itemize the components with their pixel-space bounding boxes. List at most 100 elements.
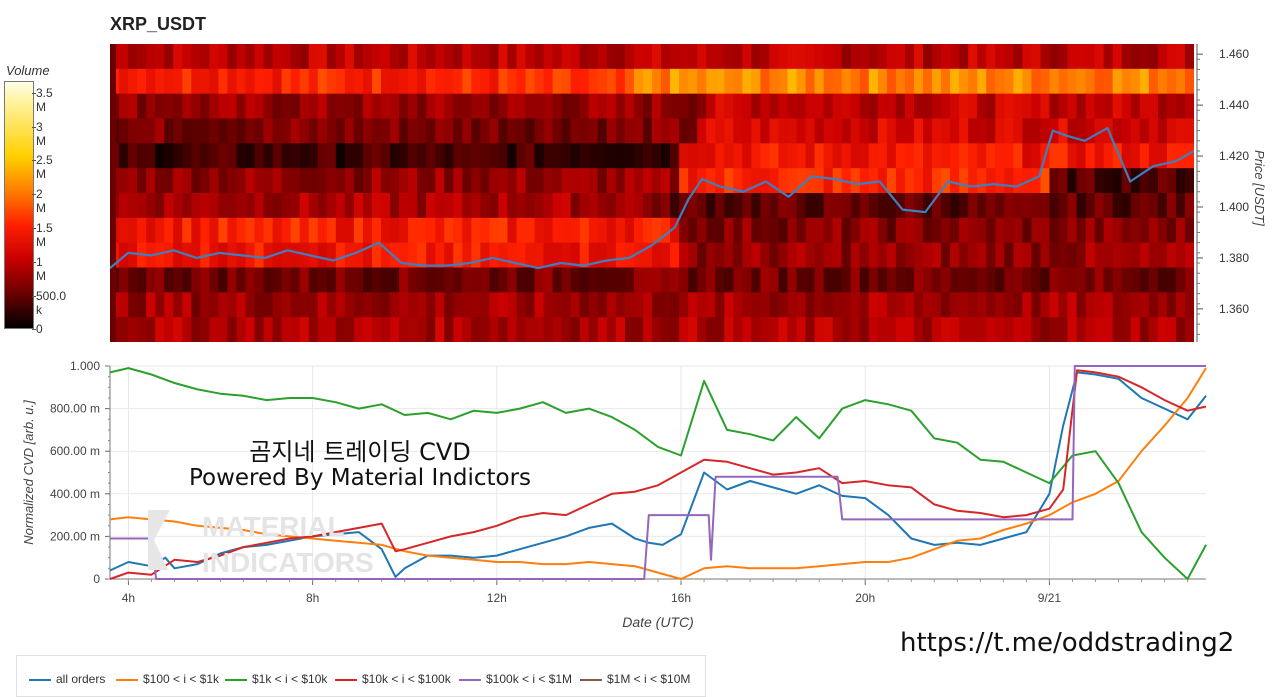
heatmap-cell xyxy=(344,317,355,342)
heatmap-cell xyxy=(688,292,698,318)
heatmap-cell xyxy=(1085,68,1096,95)
heatmap-cell xyxy=(1112,68,1123,95)
heatmap-cell xyxy=(895,93,906,119)
heatmap-cell xyxy=(597,168,608,194)
heatmap-cell xyxy=(1121,168,1132,194)
heatmap-cell xyxy=(1049,143,1060,169)
heatmap-cell xyxy=(299,68,310,95)
heatmap-cell xyxy=(841,317,852,342)
heatmap-cell xyxy=(507,44,518,70)
heatmap-cell xyxy=(507,317,518,342)
legend-item-10k-100k[interactable]: $10k < i < $100k xyxy=(335,672,451,686)
heatmap-cell xyxy=(724,93,734,119)
heatmap-cell xyxy=(471,193,481,219)
heatmap-cell xyxy=(588,143,599,169)
legend-item-100-1k[interactable]: $100 < i < $1k xyxy=(116,672,219,686)
heatmap-cell xyxy=(182,44,192,70)
heatmap-cell xyxy=(986,242,996,268)
cvd-line-chart[interactable]: 1.000 800.00 m 600.00 m 400.00 m 200.00 m 0 4h… xyxy=(0,356,1280,636)
heatmap-cell xyxy=(254,93,265,119)
heatmap-cell xyxy=(1103,292,1114,318)
heatmap-cell xyxy=(200,118,210,144)
heatmap-cell xyxy=(408,68,418,95)
heatmap-cell xyxy=(606,217,617,244)
legend-item-100k-1m[interactable]: $100k < i < $1M xyxy=(459,672,572,686)
heatmap-cell xyxy=(507,68,518,95)
heatmap-cell xyxy=(561,217,572,244)
heatmap-cell xyxy=(950,68,960,95)
heatmap-cell xyxy=(516,68,527,95)
legend-item-all-orders[interactable]: all orders xyxy=(29,672,105,686)
heatmap-cell xyxy=(290,217,301,244)
heatmap-cell xyxy=(624,242,635,268)
heatmap-cell xyxy=(164,68,174,95)
heatmap-cell xyxy=(371,44,382,70)
heatmap-cell xyxy=(1094,44,1105,70)
heatmap-cell xyxy=(597,143,608,169)
heatmap-cell xyxy=(245,143,256,169)
heatmap-cell xyxy=(137,118,147,144)
heatmap-cell xyxy=(706,168,716,194)
legend-swatch xyxy=(29,678,51,681)
heatmap-cell xyxy=(959,267,969,293)
heatmap-cell xyxy=(371,118,382,144)
heatmap-cell xyxy=(263,168,274,194)
heatmap-cell xyxy=(679,193,689,219)
legend-item-1k-10k[interactable]: $1k < i < $10k xyxy=(225,672,327,686)
heatmap-cell xyxy=(507,93,518,119)
heatmap-cell xyxy=(778,217,789,244)
heatmap-cell xyxy=(877,317,888,342)
heatmap-cell xyxy=(290,193,301,219)
heatmap-cell xyxy=(787,68,798,95)
heatmap-cell xyxy=(462,68,472,95)
heatmap-cell xyxy=(390,217,400,244)
price-tick-label: 1.420 xyxy=(1219,149,1249,163)
price-tick-label: 1.360 xyxy=(1219,302,1249,316)
heatmap-cell xyxy=(335,317,346,342)
heatmap-cell xyxy=(968,93,978,119)
heatmap-cell xyxy=(1094,118,1105,144)
heatmap-cell xyxy=(814,317,825,342)
heatmap-cell xyxy=(245,93,256,119)
heatmap-cell xyxy=(308,93,319,119)
heatmap-cell xyxy=(444,68,454,95)
heatmap-cell xyxy=(751,292,761,318)
heatmap-cell xyxy=(570,267,581,293)
heatmap-cell xyxy=(408,118,418,144)
heatmap-cell xyxy=(624,317,635,342)
heatmap-cell xyxy=(841,267,852,293)
heatmap-cell xyxy=(119,317,129,342)
heatmap-cell xyxy=(191,267,201,293)
heatmap-cell xyxy=(832,317,843,342)
heatmap-cell xyxy=(263,217,274,244)
heatmap-cell xyxy=(1103,68,1114,95)
heatmap-cell xyxy=(209,292,219,318)
heatmap-cell xyxy=(1130,44,1141,70)
heatmap-cell xyxy=(236,317,247,342)
legend-swatch xyxy=(459,678,481,681)
heatmap-cell xyxy=(417,267,427,293)
heatmap-cell xyxy=(1139,93,1150,119)
y-tick-label: 200.00 m xyxy=(50,529,100,543)
heatmap-cell xyxy=(950,193,960,219)
heatmap-cell xyxy=(950,93,960,119)
heatmap-cell xyxy=(742,93,752,119)
footer-url[interactable]: https://t.me/oddstrading2 xyxy=(900,628,1235,658)
heatmap-cell xyxy=(670,93,680,119)
legend-item-1m-10m[interactable]: $1M < i < $10M xyxy=(580,672,690,686)
heatmap-cell xyxy=(317,292,328,318)
heatmap-cell xyxy=(796,242,807,268)
heatmap-cell xyxy=(1067,68,1078,95)
heatmap-cell xyxy=(1022,317,1032,342)
heatmap-cell xyxy=(751,267,761,293)
heatmap-cell xyxy=(1148,143,1159,169)
heatmap-cell xyxy=(146,292,156,318)
heatmap-cell xyxy=(1013,292,1023,318)
heatmap-cell xyxy=(688,267,698,293)
heatmap-cell xyxy=(381,317,391,342)
order-book-heatmap[interactable] xyxy=(110,44,1194,342)
heatmap-cell xyxy=(1121,93,1132,119)
heatmap-cell xyxy=(371,193,382,219)
heatmap-cell xyxy=(760,317,771,342)
heatmap-cell xyxy=(525,242,536,268)
